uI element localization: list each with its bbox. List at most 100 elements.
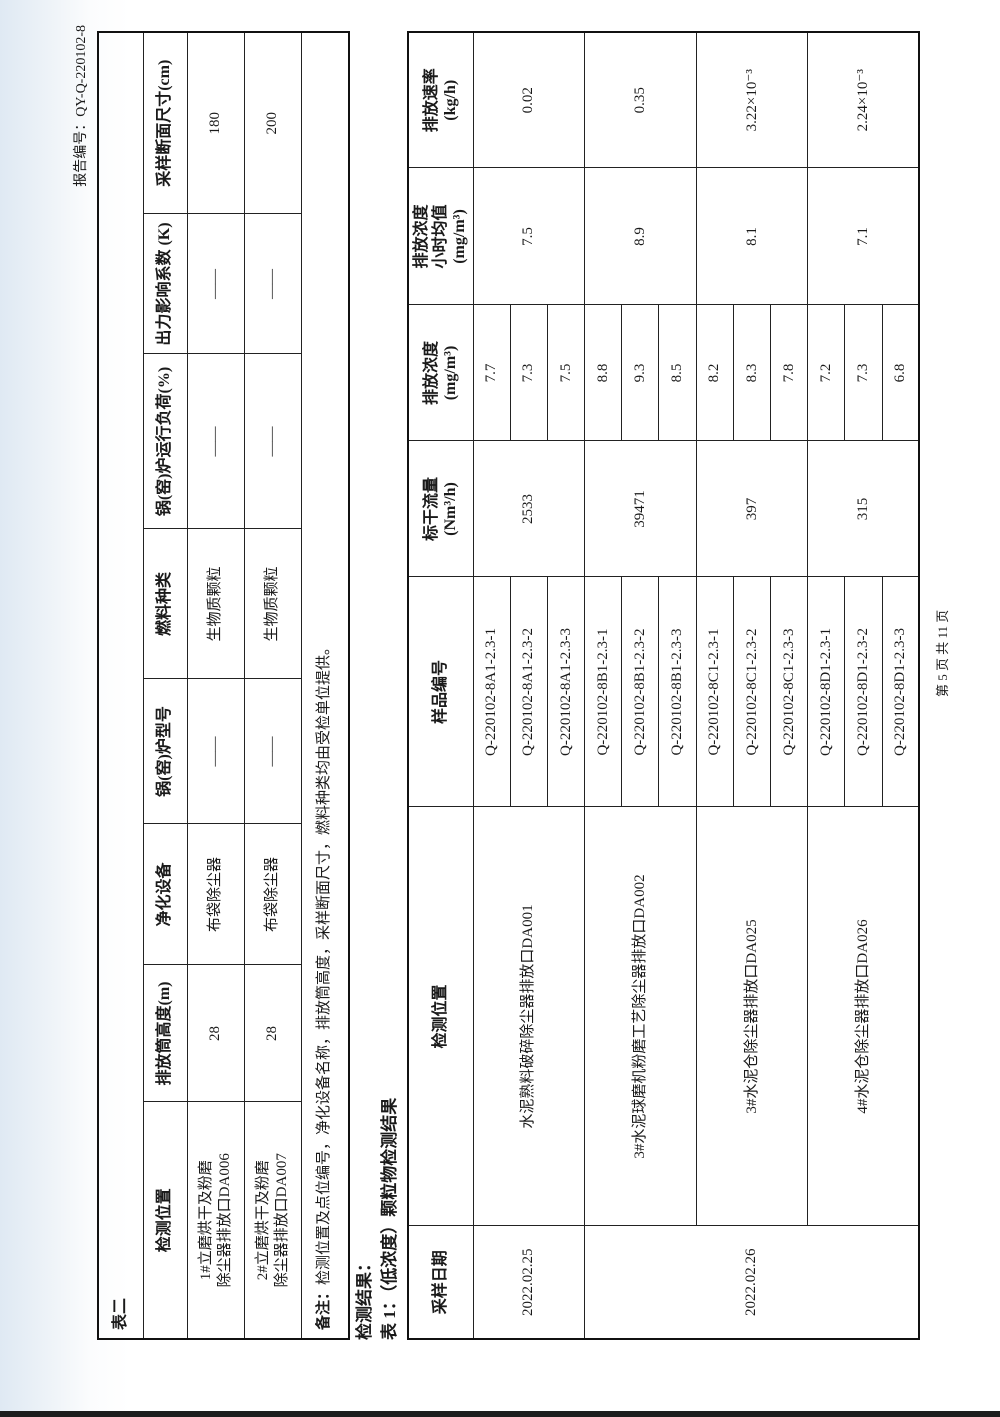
column-header: 采样断面尺寸(cm) (143, 31, 187, 214)
page-number: 第 5 页 共 11 页 (935, 609, 950, 697)
column-header-rate: 排放速率 (kg/h) (408, 32, 473, 168)
location-line: 1#立磨烘干及粉磨 (197, 1160, 214, 1281)
fuel-cell: 生物质颗粒 (244, 529, 301, 679)
table-2-caption: 表二 (98, 31, 143, 1339)
column-header-rate-line: 排放速率 (422, 68, 440, 133)
location-cell: 1#立磨烘干及粉磨 除尘器排放口DA006 (187, 1102, 244, 1339)
column-header-flow: 标干流量 (Nm³/h) (408, 441, 473, 577)
location-line: 除尘器排放口DA006 (216, 1153, 233, 1288)
flow-cell: 2533 (473, 441, 585, 577)
flow-cell: 397 (696, 441, 808, 577)
table-row: 2022.02.25 水泥熟料破碎除尘器排放口DA001 Q-220102-8A1-… (473, 32, 585, 1339)
equipment-cell: 布袋除尘器 (187, 824, 244, 965)
table-2: 表二 检测位置 排放筒高度(m) 净化设备 锅(窑)炉型号 燃料种类 锅(窑)炉… (97, 30, 350, 1340)
model-cell: —— (187, 679, 244, 824)
sample-id-cell: Q-220102-8D1-2.3-2 (844, 577, 883, 807)
concentration-cell: 7.3 (510, 305, 548, 441)
table-row: 4#水泥仓除尘器排放口DA026 Q-220102-8D1-2.3-1 315 7.2… (807, 32, 920, 1339)
sample-id-cell: Q-220102-8C1-2.3-1 (696, 577, 734, 807)
emission-rate-cell: 3.22×10⁻³ (696, 32, 808, 168)
column-header-avg-line: (mg/m³) (451, 209, 469, 264)
sample-id-cell: Q-220102-8D1-2.3-3 (882, 577, 920, 807)
table-2-header: 检测位置 排放筒高度(m) 净化设备 锅(窑)炉型号 燃料种类 锅(窑)炉运行负… (143, 31, 187, 1339)
column-header-flow-line: (Nm³/h) (441, 482, 459, 536)
results-heading: 检测结果： (355, 1255, 374, 1340)
table-1-header: 采样日期 检测位置 样品编号 标干流量 (Nm³/h) 排放浓度 (mg/m³) 排放浓度 小时… (408, 32, 473, 1339)
location-line: 2#立磨烘干及粉磨 (254, 1160, 271, 1281)
location-line: 除尘器排放口DA007 (273, 1153, 290, 1288)
load-cell: —— (187, 354, 244, 529)
concentration-cell: 7.5 (547, 305, 585, 441)
emission-rate-cell: 2.24×10⁻³ (807, 32, 920, 168)
column-header-conc-line: (mg/m³) (441, 345, 459, 401)
hourly-average-cell: 7.1 (807, 168, 920, 305)
concentration-cell: 8.3 (733, 305, 771, 441)
concentration-cell: 7.2 (807, 305, 845, 441)
date-cell: 2022.02.25 (473, 1226, 585, 1339)
concentration-cell: 7.3 (844, 305, 883, 441)
location-cell: 4#水泥仓除尘器排放口DA026 (807, 807, 920, 1226)
column-header-rate-line: (kg/h) (441, 79, 459, 121)
location-cell: 3#水泥球磨机粉磨工艺除尘器排放口DA002 (584, 807, 697, 1226)
column-header: 采样日期 (408, 1226, 473, 1339)
concentration-cell: 8.2 (696, 305, 734, 441)
column-header: 出力影响系数 (K) (143, 214, 187, 354)
table-2-note: 备注：检测位置及点位编号，净化设备名称，排放筒高度，采样断面尺寸，燃料种类均由受… (301, 31, 349, 1339)
flow-cell: 315 (807, 441, 920, 577)
column-header: 锅(窑)炉运行负荷(%) (143, 354, 187, 529)
height-cell: 28 (187, 965, 244, 1102)
date-cell: 2022.02.26 (584, 1226, 920, 1339)
section-cell: 200 (244, 31, 301, 214)
equipment-cell: 布袋除尘器 (244, 824, 301, 965)
hourly-average-cell: 8.1 (696, 168, 808, 305)
note-text: 检测位置及点位编号，净化设备名称，排放筒高度，采样断面尺寸，燃料种类均由受检单位… (316, 639, 333, 1285)
emission-rate-cell: 0.35 (584, 32, 697, 168)
column-header: 排放筒高度(m) (143, 965, 187, 1102)
column-header-flow-line: 标干流量 (422, 477, 440, 542)
column-header-avg: 排放浓度 小时均值 (mg/m³) (408, 168, 473, 305)
concentration-cell: 9.3 (621, 305, 659, 441)
column-header: 净化设备 (143, 824, 187, 965)
flow-cell: 39471 (584, 441, 697, 577)
column-header-avg-line: 小时均值 (432, 204, 450, 269)
concentration-cell: 7.7 (473, 305, 511, 441)
column-header: 锅(窑)炉型号 (143, 679, 187, 824)
column-header-avg-line: 排放浓度 (412, 204, 430, 269)
sample-id-cell: Q-220102-8B1-2.3-3 (658, 577, 697, 807)
note-label: 备注： (316, 1284, 333, 1330)
sample-id-cell: Q-220102-8A1-2.3-1 (473, 577, 511, 807)
emission-rate-cell: 0.02 (473, 32, 585, 168)
column-header: 样品编号 (408, 577, 473, 807)
concentration-cell: 6.8 (882, 305, 920, 441)
sample-id-cell: Q-220102-8B1-2.3-1 (584, 577, 622, 807)
table-row: 2022.02.26 3#水泥球磨机粉磨工艺除尘器排放口DA002 Q-220102… (584, 32, 920, 1339)
column-header-conc: 排放浓度 (mg/m³) (408, 305, 473, 441)
fuel-cell: 生物质颗粒 (187, 529, 244, 679)
load-cell: —— (244, 354, 301, 529)
sample-id-cell: Q-220102-8A1-2.3-3 (547, 577, 585, 807)
concentration-cell: 7.8 (770, 305, 808, 441)
sample-id-cell: Q-220102-8D1-2.3-1 (807, 577, 845, 807)
column-header: 检测位置 (408, 807, 473, 1226)
location-cell: 3#水泥仓除尘器排放口DA025 (696, 807, 808, 1226)
location-cell: 水泥熟料破碎除尘器排放口DA001 (473, 807, 585, 1226)
sample-id-cell: Q-220102-8B1-2.3-2 (621, 577, 659, 807)
k-cell: —— (244, 214, 301, 354)
k-cell: —— (187, 214, 244, 354)
table-row: 2#立磨烘干及粉磨 除尘器排放口DA007 28 布袋除尘器 —— 生物质颗粒 —… (244, 31, 301, 1339)
column-header-conc-line: 排放浓度 (422, 341, 440, 406)
hourly-average-cell: 7.5 (473, 168, 585, 305)
sample-id-cell: Q-220102-8A1-2.3-2 (510, 577, 548, 807)
model-cell: —— (244, 679, 301, 824)
table-1: 采样日期 检测位置 样品编号 标干流量 (Nm³/h) 排放浓度 (mg/m³) 排放浓度 小时… (407, 31, 921, 1340)
sample-id-cell: Q-220102-8C1-2.3-3 (770, 577, 808, 807)
table-row: 3#水泥仓除尘器排放口DA025 Q-220102-8C1-2.3-1 397 8.2… (696, 32, 808, 1339)
scan-edge (0, 1411, 1000, 1417)
sample-id-cell: Q-220102-8C1-2.3-2 (733, 577, 771, 807)
concentration-cell: 8.8 (584, 305, 622, 441)
hourly-average-cell: 8.9 (584, 168, 697, 305)
section-cell: 180 (187, 31, 244, 214)
table-row: 1#立磨烘干及粉磨 除尘器排放口DA006 28 布袋除尘器 —— 生物质颗粒 —… (187, 31, 244, 1339)
concentration-cell: 8.5 (658, 305, 697, 441)
